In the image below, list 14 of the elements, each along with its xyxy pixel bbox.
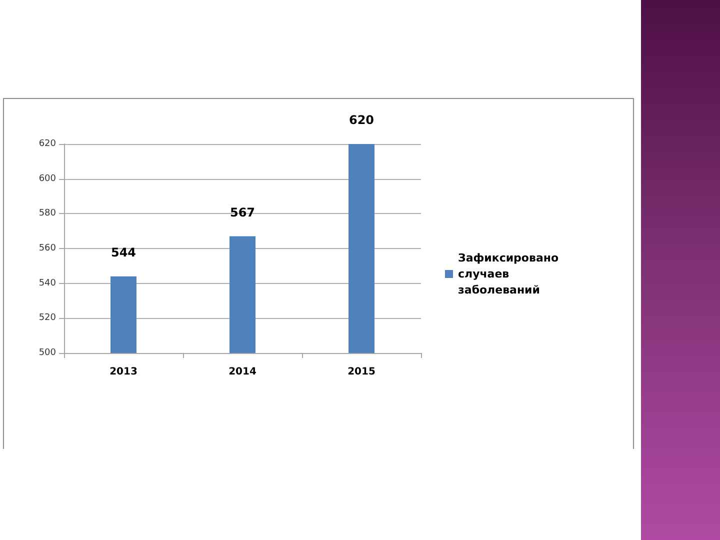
x-tick-label: 2013 <box>110 366 138 378</box>
data-label: 620 <box>348 113 374 127</box>
data-label: 544 <box>110 245 136 260</box>
data-label: 567 <box>230 205 256 220</box>
y-tick-label: 620 <box>38 139 56 149</box>
y-tick-label: 600 <box>38 174 56 184</box>
y-tick-label: 580 <box>38 208 56 219</box>
x-tick-label: 2014 <box>228 366 256 378</box>
legend-label: Зафиксировано случаев заболеваний <box>458 252 562 296</box>
y-tick-label: 500 <box>38 348 56 358</box>
y-tick-label: 520 <box>38 313 56 324</box>
x-tick-label: 2015 <box>348 366 376 378</box>
y-tick-label: 540 <box>38 278 56 288</box>
y-tick-label: 560 <box>38 244 56 254</box>
